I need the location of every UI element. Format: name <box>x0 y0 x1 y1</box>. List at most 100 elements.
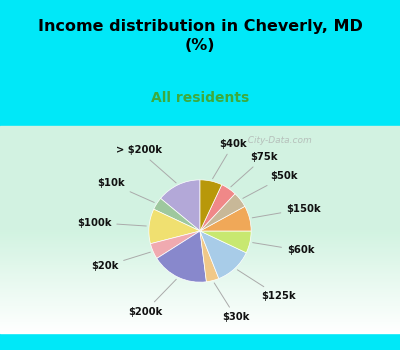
Bar <box>0 172 400 275</box>
Wedge shape <box>200 231 251 253</box>
Bar <box>0 139 400 243</box>
Bar <box>0 185 400 289</box>
Bar <box>0 156 400 260</box>
Bar <box>0 153 400 257</box>
Bar <box>0 198 400 302</box>
Bar <box>0 177 400 281</box>
Bar <box>0 213 400 317</box>
Bar <box>0 195 400 299</box>
Bar <box>0 176 400 280</box>
Bar <box>0 227 400 331</box>
Bar <box>0 196 400 300</box>
Text: City-Data.com: City-Data.com <box>242 136 312 145</box>
Bar <box>0 225 400 329</box>
Bar <box>0 170 400 274</box>
Bar <box>0 175 400 279</box>
Bar <box>0 137 400 241</box>
Bar <box>0 228 400 331</box>
Wedge shape <box>150 231 200 258</box>
Bar <box>0 209 400 313</box>
Bar <box>0 210 400 314</box>
Bar <box>0 223 400 327</box>
Bar <box>0 151 400 255</box>
Bar <box>0 214 400 318</box>
Bar <box>0 142 400 246</box>
Bar <box>0 167 400 271</box>
Text: Income distribution in Cheverly, MD
(%): Income distribution in Cheverly, MD (%) <box>38 19 362 52</box>
Text: $50k: $50k <box>243 172 298 198</box>
Bar <box>0 178 400 282</box>
Bar <box>0 191 400 295</box>
Bar <box>0 129 400 233</box>
Bar <box>0 163 400 267</box>
Text: $60k: $60k <box>253 243 314 256</box>
Bar <box>0 135 400 239</box>
Text: $10k: $10k <box>97 178 154 202</box>
Bar <box>0 162 400 266</box>
Text: All residents: All residents <box>151 91 249 105</box>
Bar <box>0 218 400 322</box>
Wedge shape <box>160 180 200 231</box>
Wedge shape <box>157 231 206 282</box>
Bar <box>0 203 400 307</box>
Bar <box>0 159 400 263</box>
Bar <box>0 164 400 268</box>
Wedge shape <box>200 194 245 231</box>
Text: $200k: $200k <box>128 279 176 317</box>
Wedge shape <box>200 180 222 231</box>
Text: $100k: $100k <box>77 218 146 228</box>
Bar <box>0 157 400 261</box>
Text: $30k: $30k <box>214 283 250 322</box>
Bar <box>0 207 400 311</box>
Bar <box>0 130 400 234</box>
Bar <box>0 128 400 232</box>
Bar <box>0 187 400 291</box>
Text: $20k: $20k <box>91 252 150 271</box>
Bar <box>0 126 400 230</box>
Wedge shape <box>200 231 246 279</box>
Bar <box>0 184 400 288</box>
Wedge shape <box>200 231 219 282</box>
Bar <box>0 132 400 236</box>
Bar <box>0 155 400 259</box>
Bar <box>0 133 400 237</box>
Bar <box>0 149 400 253</box>
Bar <box>0 183 400 287</box>
Bar <box>0 217 400 321</box>
Bar <box>0 194 400 297</box>
Bar <box>0 160 400 264</box>
Bar <box>0 219 400 323</box>
Bar <box>0 186 400 290</box>
Bar <box>0 193 400 296</box>
Bar <box>0 189 400 293</box>
Bar <box>0 215 400 319</box>
Bar <box>0 190 400 294</box>
Bar <box>0 180 400 284</box>
Bar <box>0 220 400 324</box>
Bar <box>0 204 400 308</box>
Bar <box>0 165 400 269</box>
Text: $150k: $150k <box>252 204 321 218</box>
Bar <box>0 150 400 254</box>
Bar <box>0 211 400 315</box>
Bar <box>0 138 400 242</box>
Bar <box>0 206 400 310</box>
Bar <box>0 181 400 285</box>
Bar <box>0 146 400 250</box>
Bar <box>0 169 400 273</box>
Text: $125k: $125k <box>237 270 296 301</box>
Bar <box>0 136 400 240</box>
Bar <box>0 144 400 247</box>
Bar <box>0 174 400 278</box>
Bar <box>0 188 400 292</box>
Text: $75k: $75k <box>231 152 278 187</box>
Bar <box>0 208 400 312</box>
Bar <box>0 158 400 262</box>
Bar <box>0 134 400 238</box>
Wedge shape <box>154 198 200 231</box>
Wedge shape <box>200 185 235 231</box>
Bar <box>0 229 400 332</box>
Bar <box>0 179 400 283</box>
Bar <box>0 141 400 245</box>
Wedge shape <box>200 206 251 231</box>
